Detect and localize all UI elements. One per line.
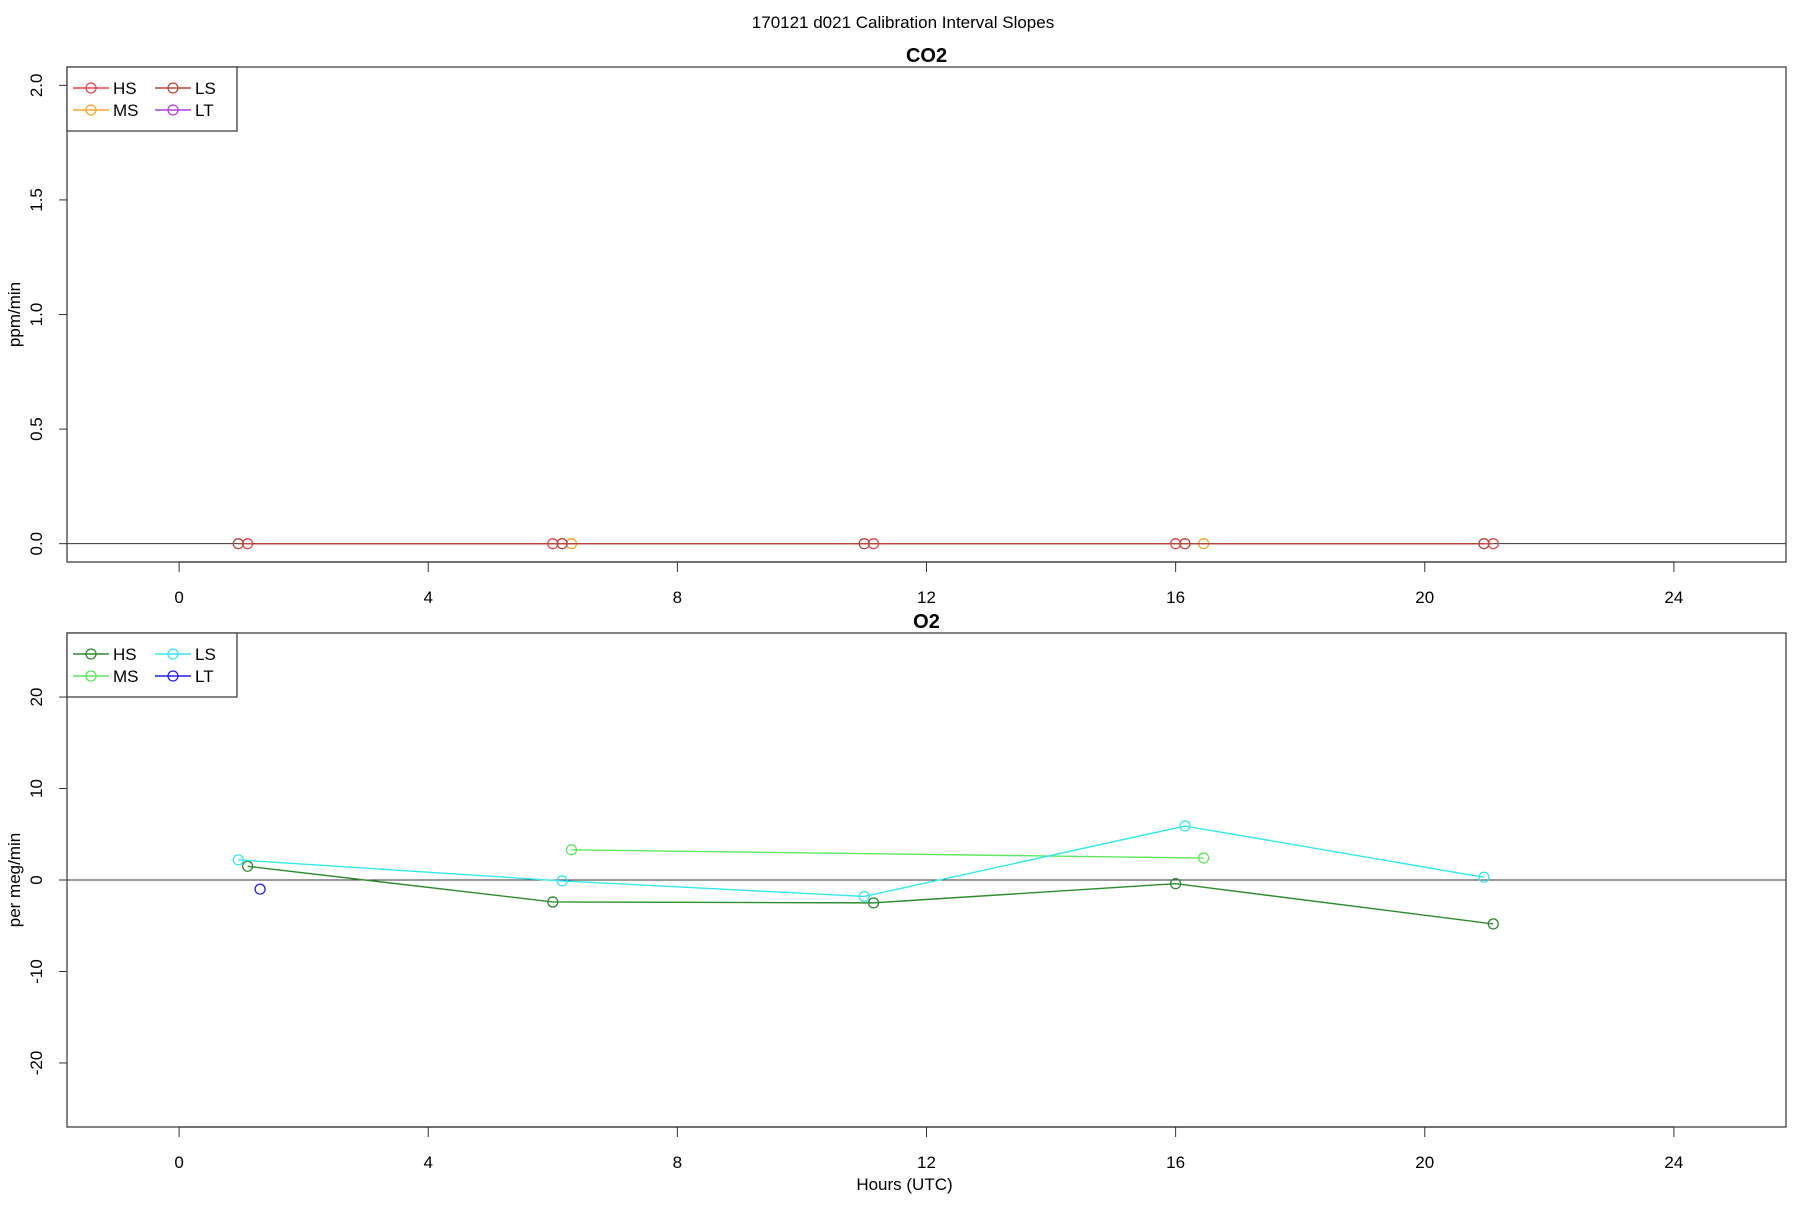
legend-item-hs: HS bbox=[73, 645, 137, 664]
legend-label: HS bbox=[113, 645, 137, 664]
x-tick-label: 0 bbox=[174, 588, 183, 607]
legend-item-lt: LT bbox=[155, 667, 214, 686]
x-tick-label: 16 bbox=[1166, 588, 1185, 607]
x-tick-label: 24 bbox=[1664, 1153, 1683, 1172]
data-point bbox=[867, 897, 880, 909]
legend-item-lt: LT bbox=[155, 101, 214, 120]
data-point bbox=[1487, 538, 1499, 550]
y-tick-label: 0.0 bbox=[27, 532, 46, 556]
series-line bbox=[571, 849, 1204, 859]
y-tick-label: 1.0 bbox=[27, 303, 46, 327]
data-point bbox=[556, 538, 568, 550]
data-point bbox=[1179, 538, 1191, 550]
x-tick-label: 12 bbox=[917, 1153, 936, 1172]
legend-marker bbox=[85, 82, 97, 94]
data-point bbox=[232, 854, 244, 866]
y-tick-label: 10 bbox=[27, 779, 46, 798]
y-tick-label: 20 bbox=[27, 688, 46, 707]
data-point bbox=[1478, 538, 1490, 550]
panel-title: CO2 bbox=[906, 45, 947, 67]
x-tick-label: 8 bbox=[673, 1153, 682, 1172]
data-point bbox=[858, 890, 870, 903]
y-axis-label: per meg/min bbox=[5, 833, 24, 927]
data-point bbox=[556, 875, 568, 887]
y-tick-label: -20 bbox=[27, 1051, 46, 1076]
y-tick-label: 2.0 bbox=[27, 74, 46, 98]
legend-item-ms: MS bbox=[73, 667, 139, 686]
y-tick-label: 1.5 bbox=[27, 188, 46, 212]
y-tick-label: -10 bbox=[27, 959, 46, 984]
legend-item-ms: MS bbox=[73, 101, 139, 120]
series-line bbox=[247, 865, 1494, 925]
x-tick-label: 4 bbox=[424, 588, 433, 607]
page-title: 170121 d021 Calibration Interval Slopes bbox=[752, 13, 1054, 32]
legend-marker bbox=[167, 82, 179, 94]
legend-label: LS bbox=[195, 79, 216, 98]
x-tick-label: 20 bbox=[1415, 1153, 1434, 1172]
x-tick-label: 24 bbox=[1664, 588, 1683, 607]
series-ls bbox=[232, 820, 1490, 903]
legend: HS MS LS LT bbox=[66, 632, 238, 698]
data-point bbox=[241, 860, 254, 872]
legend-item-ls: LS bbox=[155, 79, 216, 98]
data-point bbox=[1198, 852, 1210, 864]
legend-label: LT bbox=[195, 101, 214, 120]
x-tick-label: 0 bbox=[174, 1153, 183, 1172]
plot-frame bbox=[66, 66, 1787, 563]
x-tick-label: 16 bbox=[1166, 1153, 1185, 1172]
data-point bbox=[254, 883, 266, 895]
legend-label: HS bbox=[113, 79, 137, 98]
legend-frame bbox=[66, 632, 238, 698]
legend-marker bbox=[85, 670, 97, 682]
x-tick-label: 20 bbox=[1415, 588, 1434, 607]
data-point bbox=[858, 538, 870, 550]
legend-item-ls: LS bbox=[155, 645, 216, 664]
data-point bbox=[232, 538, 244, 550]
data-point bbox=[1478, 871, 1490, 883]
y-tick-label: 0 bbox=[27, 875, 46, 884]
x-axis-label: Hours (UTC) bbox=[856, 1175, 952, 1194]
series-line bbox=[238, 825, 1485, 898]
legend-marker bbox=[85, 648, 97, 660]
panel-title: O2 bbox=[913, 611, 940, 633]
series-hs bbox=[241, 860, 1499, 930]
legend-label: MS bbox=[113, 667, 139, 686]
x-tick-label: 12 bbox=[917, 588, 936, 607]
data-point bbox=[547, 896, 559, 908]
legend-label: LT bbox=[195, 667, 214, 686]
x-tick-label: 8 bbox=[673, 588, 682, 607]
y-tick-label: 0.5 bbox=[27, 417, 46, 441]
data-point bbox=[1169, 878, 1182, 890]
x-tick-label: 4 bbox=[424, 1153, 433, 1172]
legend-label: MS bbox=[113, 101, 139, 120]
legend-frame bbox=[66, 66, 238, 132]
data-point bbox=[1179, 820, 1191, 832]
series-lt bbox=[254, 883, 266, 895]
legend-label: LS bbox=[195, 645, 216, 664]
y-axis-label: ppm/min bbox=[5, 282, 24, 347]
legend-marker bbox=[167, 670, 179, 682]
series-ms bbox=[565, 844, 1210, 864]
legend-marker bbox=[167, 104, 179, 116]
legend-marker bbox=[167, 648, 179, 660]
legend: HS MS LS LT bbox=[66, 66, 238, 132]
panel-co2: CO2 0.0 0.5 1.0 1.5 2.0 ppm/min 0 4 8 12 16 20 24 HS MS… bbox=[5, 45, 1787, 607]
series-ls bbox=[232, 538, 1490, 550]
legend-marker bbox=[85, 104, 97, 116]
data-point bbox=[565, 844, 578, 856]
data-point bbox=[1487, 918, 1499, 930]
legend-item-hs: HS bbox=[73, 79, 137, 98]
